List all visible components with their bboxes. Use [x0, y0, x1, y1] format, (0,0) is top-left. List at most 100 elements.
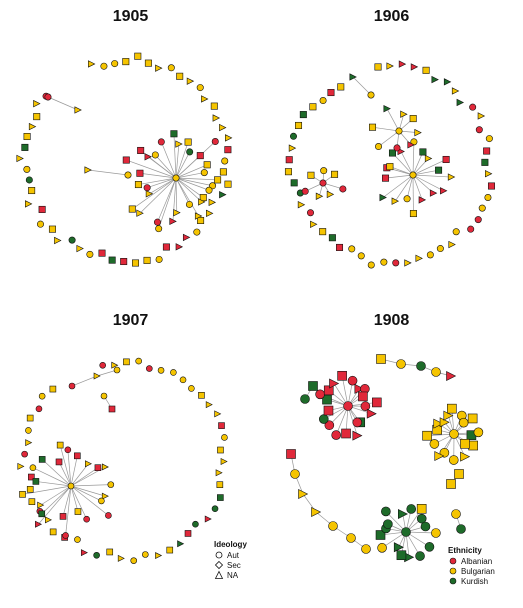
network-node	[286, 449, 296, 459]
network-node	[56, 441, 64, 449]
network-node	[107, 481, 115, 488]
network-node	[295, 121, 303, 129]
network-node	[467, 225, 475, 233]
network-node	[284, 168, 292, 176]
network-node	[188, 385, 195, 392]
network-node	[434, 451, 445, 462]
network-node	[407, 141, 415, 149]
network-node	[404, 259, 412, 267]
network-node	[134, 52, 142, 60]
network-node	[396, 359, 406, 369]
network-node	[193, 228, 201, 236]
network-node	[219, 168, 227, 176]
network-node	[85, 460, 92, 468]
network-node	[416, 361, 426, 371]
network-edge	[175, 151, 190, 179]
network-node	[28, 498, 36, 505]
network-node	[440, 187, 448, 195]
network-node	[49, 385, 57, 393]
network-edge	[352, 76, 372, 96]
network-node	[167, 64, 175, 72]
network-node	[219, 123, 227, 132]
network-node	[128, 205, 136, 213]
network-node	[130, 557, 138, 564]
network-edge	[138, 177, 177, 185]
network-edge	[70, 484, 111, 487]
dot-icon	[449, 557, 457, 565]
network-node	[382, 174, 390, 182]
network-edge	[175, 177, 202, 203]
network-node	[25, 427, 32, 434]
network-node	[391, 197, 400, 205]
network-edge	[87, 169, 129, 176]
network-edge	[149, 177, 177, 195]
network-edge	[175, 177, 178, 213]
network-node	[467, 413, 478, 424]
network-node	[32, 478, 40, 485]
network-node	[339, 185, 347, 193]
ethnicity-legend-title: Ethnicity	[448, 546, 482, 555]
network-node	[448, 240, 456, 249]
network-node	[415, 254, 423, 263]
network-node	[177, 540, 185, 548]
network-node	[443, 78, 452, 86]
network-node	[409, 115, 417, 123]
ethnicity-legend: Ethnicity Albanian Bulgarian Kurdish	[448, 546, 495, 586]
network-node	[451, 87, 460, 95]
network-node	[146, 365, 153, 372]
network-node	[74, 106, 82, 114]
network-node	[175, 140, 183, 148]
network-edge	[70, 485, 87, 520]
legend-label-sec: Sec	[227, 560, 241, 570]
network-node	[135, 357, 142, 365]
network-node	[84, 166, 92, 174]
network-node	[153, 218, 161, 226]
network-node	[422, 66, 430, 74]
legend-label-bulgarian: Bulgarian	[461, 566, 495, 576]
network-node	[409, 171, 417, 179]
network-node	[485, 170, 493, 178]
network-node	[352, 417, 363, 428]
network-node	[319, 179, 327, 187]
network-node	[310, 220, 318, 228]
network-node	[80, 549, 88, 557]
network-edge	[412, 151, 424, 176]
network-node	[448, 455, 459, 465]
network-node	[485, 135, 493, 143]
network-node	[381, 506, 391, 517]
network-node	[216, 481, 224, 488]
network-node	[36, 220, 44, 228]
network-node	[436, 245, 444, 253]
network-node	[170, 369, 177, 376]
network-node	[198, 198, 206, 206]
network-node	[311, 507, 322, 517]
network-node	[361, 544, 371, 554]
network-node	[196, 84, 204, 92]
network-edge	[175, 141, 216, 179]
panel-1907: 1907	[0, 304, 261, 608]
network-node	[74, 452, 81, 460]
network-node	[431, 75, 439, 84]
network-node	[101, 463, 109, 471]
legend-item-na: NA	[214, 570, 247, 580]
network-node	[166, 546, 174, 554]
circle-icon	[215, 551, 223, 559]
network-node	[468, 440, 478, 451]
network-node	[336, 243, 344, 251]
network-node	[456, 98, 465, 107]
network-edge	[385, 174, 414, 179]
network-node	[426, 251, 434, 259]
network-node	[478, 204, 486, 212]
network-node	[319, 97, 327, 105]
network-node	[25, 200, 33, 208]
network-edge	[392, 152, 414, 176]
network-node	[487, 182, 495, 190]
network-node	[100, 392, 108, 400]
network-edge	[70, 485, 109, 516]
network-edge	[71, 375, 98, 387]
network-node	[28, 473, 35, 481]
dot-icon	[449, 567, 457, 575]
network-node	[25, 176, 33, 184]
network-node	[62, 532, 69, 539]
network-node	[99, 361, 106, 369]
